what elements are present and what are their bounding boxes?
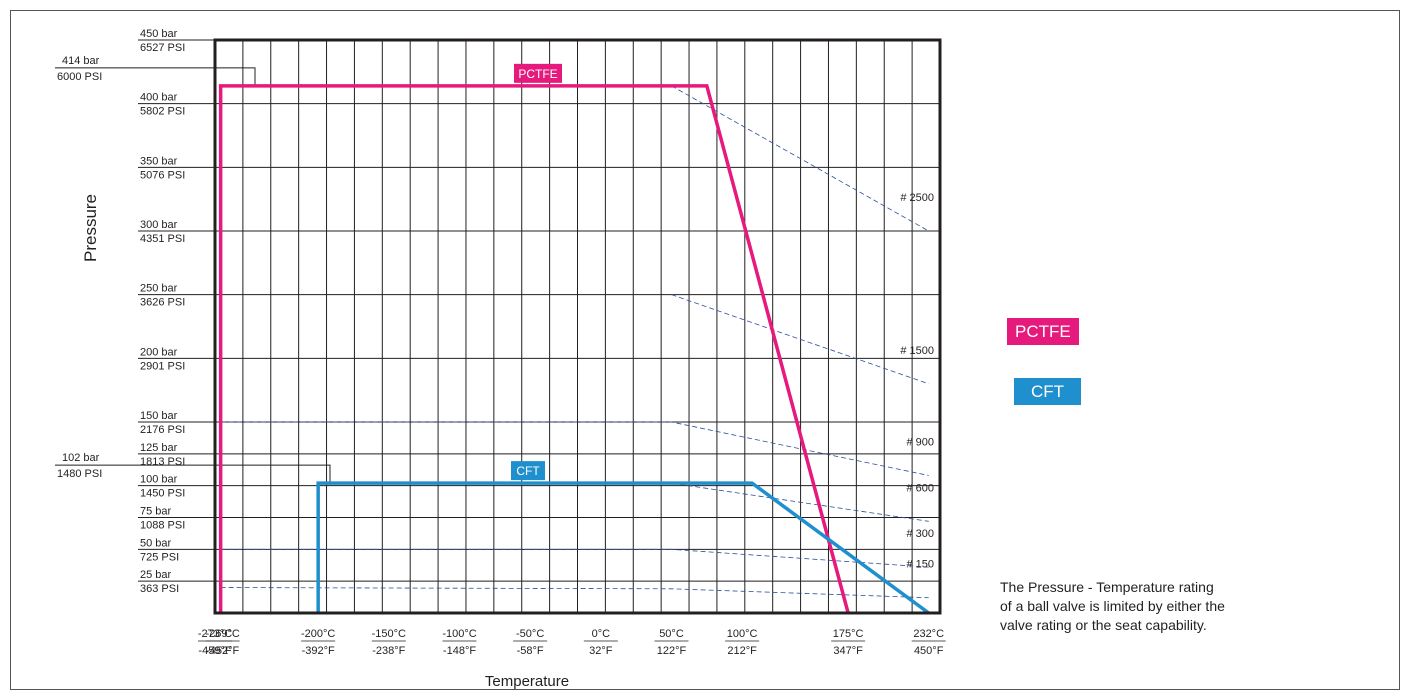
class-label: # 300 — [906, 528, 934, 540]
class-label: # 600 — [906, 482, 934, 494]
inline-label-bg-cft — [511, 461, 545, 481]
y-axis-title: Pressure — [81, 194, 100, 262]
x-tick-label-c: 175°C — [833, 628, 864, 640]
class-rating-lines: # 2500 # 1500 # 900 # 600 # 300 # 150 — [220, 85, 934, 599]
y-tick-label-bar: 100 bar — [140, 474, 178, 486]
outside-label-bar: 414 bar — [62, 55, 100, 67]
y-tick-label-psi: 363 PSI — [140, 583, 179, 595]
y-tick-label-psi: 2176 PSI — [140, 424, 185, 436]
y-tick-label-bar: 350 bar — [140, 155, 178, 167]
class-line — [220, 421, 929, 476]
x-tick-label-f: 212°F — [727, 645, 757, 657]
x-tick-label-c: 50°C — [659, 628, 684, 640]
y-tick-label-psi: 4351 PSI — [140, 233, 185, 245]
x-tick-label-c: -150°C — [372, 628, 406, 640]
legend-label-cft: CFT — [1031, 382, 1065, 401]
x-tick-label-f: -238°F — [372, 645, 405, 657]
x-tick-label-f: 450°F — [914, 645, 944, 657]
y-tick-label-psi: 5802 PSI — [140, 106, 185, 118]
y-tick-label-psi: 2901 PSI — [140, 360, 185, 372]
y-tick-labels: 450 bar 6527 PSI 400 bar 5802 PSI 350 bar 507… — [57, 28, 185, 595]
y-tick-label-bar: 200 bar — [140, 346, 178, 358]
class-line — [671, 482, 929, 522]
y-tick-label-bar: 75 bar — [140, 506, 172, 518]
y-tick-label-bar: 400 bar — [140, 92, 178, 104]
x-tick-label-f: -58°F — [517, 645, 544, 657]
y-tick-label-bar: 250 bar — [140, 283, 178, 295]
class-label: # 1500 — [900, 345, 934, 357]
x-tick-label-f: -148°F — [443, 645, 476, 657]
y-tick-label-bar: 125 bar — [140, 442, 178, 454]
inline-label-pctfe: PCTFE — [518, 67, 557, 81]
series-inline-labels: PCTFE CFT — [511, 63, 562, 481]
x-tick-label-c: 232°C — [913, 628, 944, 640]
x-tick-label-c: -273°C — [198, 628, 232, 640]
y-tick-label-psi: 6527 PSI — [140, 42, 185, 54]
note-line-1: The Pressure - Temperature rating — [1000, 579, 1214, 595]
x-tick-labels: -273°C -459°F -269°C -452°F -200°C -392°F -150… — [198, 628, 946, 657]
series-line-pctfe — [218, 84, 850, 614]
legend-item-pctfe: PCTFE — [1007, 318, 1079, 345]
y-tick-label-psi: 3626 PSI — [140, 297, 185, 309]
x-tick-label-f: 32°F — [589, 645, 613, 657]
x-tick-label-f: -459°F — [198, 645, 231, 657]
y-tick-label-bar: 25 bar — [140, 569, 172, 581]
rating-note: The Pressure - Temperature rating of a b… — [1000, 578, 1320, 635]
x-tick-label-f: -452°F — [206, 645, 239, 657]
y-tick-label-bar: 450 bar — [140, 28, 178, 40]
y-tick-label-bar: 50 bar — [140, 537, 172, 549]
series-lines — [218, 84, 930, 615]
class-label: # 150 — [906, 559, 934, 571]
x-tick-label-f: 347°F — [833, 645, 863, 657]
legend-label-pctfe: PCTFE — [1015, 322, 1071, 341]
y-tick-label-psi: 1813 PSI — [140, 456, 185, 468]
x-tick-label-f: 122°F — [657, 645, 687, 657]
x-tick-label-c: 0°C — [592, 628, 611, 640]
y-tick-label-bar: 150 bar — [140, 410, 178, 422]
inline-label-bg-pctfe — [514, 63, 562, 83]
y-tick-label-psi: 1450 PSI — [140, 488, 185, 500]
outside-label-bar: 102 bar — [62, 452, 100, 464]
class-line — [671, 294, 929, 385]
class-line — [220, 548, 929, 568]
note-line-2: of a ball valve is limited by either the — [1000, 598, 1225, 614]
x-axis-title: Temperature — [485, 673, 569, 690]
x-tick-label-c: -269°C — [205, 628, 239, 640]
x-tick-label-c: 100°C — [727, 628, 758, 640]
class-label: # 2500 — [900, 192, 934, 204]
inline-label-cft: CFT — [516, 464, 540, 478]
chart-frame — [10, 10, 1400, 690]
class-line — [220, 587, 929, 599]
plot-border — [213, 38, 942, 615]
x-tick-label-c: -50°C — [516, 628, 544, 640]
legend-item-cft: CFT — [1014, 378, 1082, 405]
class-label: # 900 — [906, 436, 934, 448]
y-tick-label-psi: 1088 PSI — [140, 520, 185, 532]
note-line-3: valve rating or the seat capability. — [1000, 617, 1207, 633]
series-line-cft — [316, 481, 930, 615]
y-tick-label-psi: 5076 PSI — [140, 169, 185, 181]
x-tick-label-c: -100°C — [442, 628, 476, 640]
x-tick-label-c: -200°C — [301, 628, 335, 640]
x-tick-label-f: -392°F — [302, 645, 335, 657]
y-tick-label-psi: 725 PSI — [140, 551, 179, 563]
outside-label-psi: 1480 PSI — [57, 468, 102, 480]
y-tick-label-bar: 300 bar — [140, 219, 178, 231]
outside-label-psi: 6000 PSI — [57, 71, 102, 83]
grid — [55, 39, 940, 613]
